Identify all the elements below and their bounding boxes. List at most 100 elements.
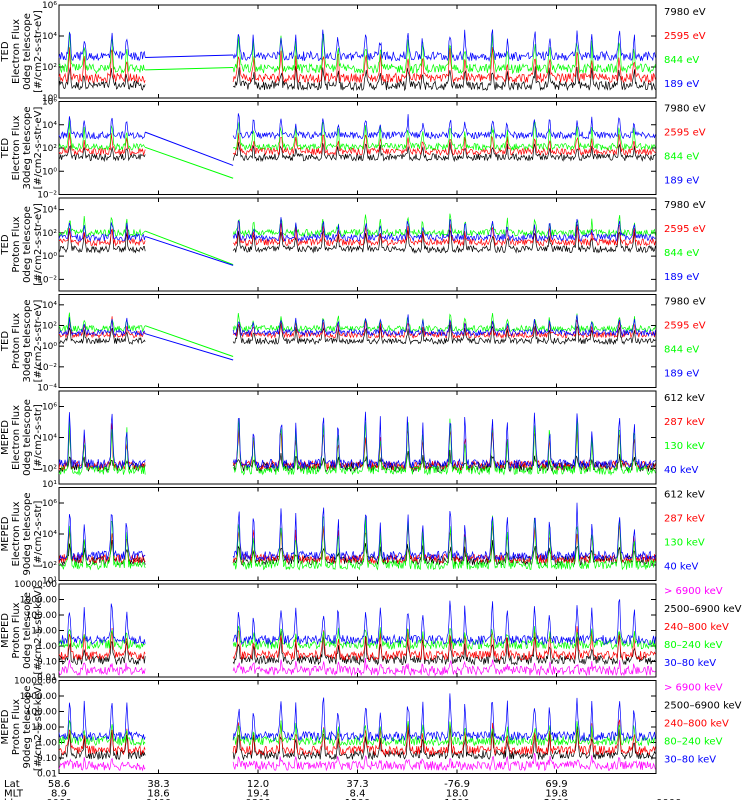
gap-line xyxy=(145,131,234,166)
series-trace-2 xyxy=(58,523,656,565)
bottom-row-value: 69.9 xyxy=(545,779,567,790)
panel-2: 10⁶ 10⁴ 10² 10⁰ 10⁻² TED Electron Flux 30deg te… xyxy=(0,98,706,201)
y-tick-label: 10.00 xyxy=(31,627,57,637)
y-axis-label: MEPED Proton Flux 0deg telescope [#/cm2-s-s… xyxy=(0,586,44,674)
y-tick-label: 0.01 xyxy=(37,770,57,780)
series-trace-1 xyxy=(58,657,656,677)
bottom-row-value: -76.9 xyxy=(444,779,470,790)
y-tick-label: 0.01 xyxy=(37,673,57,683)
legend-entry: 30–80 keV xyxy=(664,755,716,766)
series-trace-1 xyxy=(58,752,656,772)
y-tick-label: 10000.00 xyxy=(14,677,57,687)
y-axis-label: TED Electron Flux 30deg telescope [#/cm2-s-… xyxy=(0,106,44,189)
y-tick-label: 10.00 xyxy=(31,723,57,733)
bottom-row-value: 0000 xyxy=(656,798,681,800)
legend-entry: 30–80 keV xyxy=(664,658,716,669)
series-trace-2 xyxy=(58,726,656,761)
y-tick-label: 10⁴ xyxy=(42,206,57,216)
legend-entry: 80–240 keV xyxy=(664,640,723,651)
y-tick-label: 10⁰ xyxy=(42,94,57,104)
y-tick-label: 1.00 xyxy=(37,642,57,652)
bottom-row-label: MLT xyxy=(4,789,24,800)
legend-entry: 287 keV xyxy=(664,514,705,525)
series-trace-4 xyxy=(58,625,656,651)
series-trace-2 xyxy=(58,221,656,248)
gap-line xyxy=(145,230,234,266)
y-tick-label: 10² xyxy=(42,144,57,154)
series-trace-1 xyxy=(58,224,656,254)
y-tick-label: 10⁻² xyxy=(37,363,57,373)
y-tick-label: 10⁴ xyxy=(42,434,57,444)
y-axis-label-line: Electron Flux xyxy=(11,501,22,566)
y-axis-label-line: [#/cm2-s-str] xyxy=(33,500,44,567)
legend-entry: 189 eV xyxy=(664,176,699,187)
legend-entry: 612 keV xyxy=(664,393,705,404)
y-tick-label: 10⁶ xyxy=(42,98,57,108)
legend-entry: 287 keV xyxy=(664,417,705,428)
legend-entry: 2500–6900 keV xyxy=(664,604,742,615)
legend-entry: 612 keV xyxy=(664,490,705,501)
y-axis-label: MEPED Electron Flux 0deg telescope [#/cm2-s… xyxy=(0,399,44,476)
y-axis-label-line: TED xyxy=(0,41,11,62)
legend-entry: 844 eV xyxy=(664,152,699,163)
series-trace-1 xyxy=(58,539,656,566)
y-axis-label-line: 0deg telescope xyxy=(22,13,33,90)
y-axis-label-line: Proton Flux xyxy=(11,313,22,369)
y-tick-label: 10⁴ xyxy=(42,301,57,311)
y-axis-label-line: [#/cm2-s-str-eV] xyxy=(33,203,44,286)
legend-entry: 130 keV xyxy=(664,441,705,452)
y-axis-label-line: [#/cm2-s-str-keV] xyxy=(33,586,44,674)
panel-frame xyxy=(58,680,657,774)
panel-6: 10⁶ 10⁴ 10² 10¹ MEPED Electron Flux 90deg tele… xyxy=(0,487,705,587)
y-axis-label-line: TED xyxy=(0,138,11,159)
series-trace-5 xyxy=(58,693,656,743)
series-trace-3 xyxy=(58,626,656,661)
series-trace-3 xyxy=(58,118,656,152)
y-axis-label-line: [#/cm2-s-str-eV] xyxy=(33,300,44,383)
bottom-row-value: 19.8 xyxy=(545,789,567,800)
y-axis-label-line: Proton Flux xyxy=(11,216,22,272)
bottom-row-label: hhmm xyxy=(4,798,36,800)
y-axis-label-line: [#/cm2-s-str-eV] xyxy=(33,10,44,93)
bottom-row-value: 0400 xyxy=(146,798,171,800)
y-tick-label: 10⁶ xyxy=(42,403,57,413)
y-axis-label-line: 90deg telescope xyxy=(22,492,33,575)
bottom-row-value: 58.6 xyxy=(48,779,70,790)
series-trace-3 xyxy=(58,719,656,756)
y-axis-label-line: MEPED xyxy=(0,516,11,551)
y-tick-label: 1000.00 xyxy=(20,692,57,702)
y-tick-label: 10¹ xyxy=(42,577,57,587)
legend-entry: 844 eV xyxy=(664,248,699,259)
y-tick-label: 100.00 xyxy=(26,708,58,718)
legend-entry: 189 eV xyxy=(664,272,699,283)
y-tick-label: 10⁰ xyxy=(42,342,57,352)
y-tick-label: 10⁻² xyxy=(37,191,57,201)
series-trace-3 xyxy=(58,31,656,75)
y-axis-label-line: MEPED xyxy=(0,420,11,455)
y-tick-label: 10⁻² xyxy=(37,275,57,285)
y-tick-label: 10⁰ xyxy=(42,252,57,262)
y-axis-label-line: 30deg telescope xyxy=(22,106,33,189)
legend-entry: 2595 eV xyxy=(664,128,706,139)
bottom-row-value: 38.3 xyxy=(147,779,169,790)
legend-entry: 240–800 keV xyxy=(664,719,729,730)
legend-entry: 844 eV xyxy=(664,345,699,356)
series-trace-4 xyxy=(58,314,656,337)
legend-entry: 844 eV xyxy=(664,55,699,66)
y-tick-label: 0.10 xyxy=(37,754,57,764)
y-tick-label: 10⁴ xyxy=(42,32,57,42)
y-axis-label-line: Electron Flux xyxy=(11,405,22,470)
y-tick-label: 10⁻⁴ xyxy=(37,384,57,394)
legend-entry: 189 eV xyxy=(664,79,699,90)
bottom-row-value: 18.0 xyxy=(446,789,468,800)
legend-entry: 7980 eV xyxy=(664,297,706,308)
gap-line xyxy=(145,235,234,266)
legend-entry: > 6900 keV xyxy=(664,683,723,694)
y-axis-label-line: 0deg telescope xyxy=(22,399,33,476)
series-trace-1 xyxy=(58,66,656,92)
y-tick-label: 10⁴ xyxy=(42,121,57,131)
gap-line xyxy=(145,54,234,58)
series-trace-1 xyxy=(58,323,656,346)
